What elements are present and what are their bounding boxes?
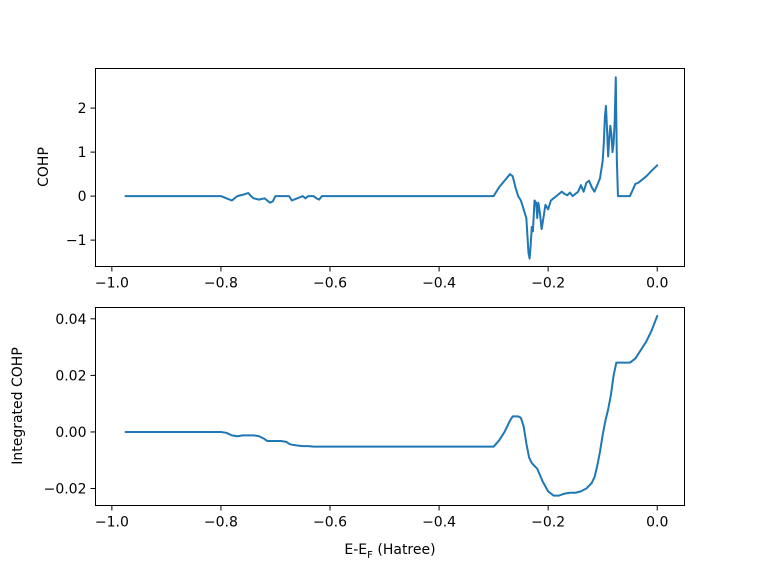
cohp-plot-frame bbox=[95, 68, 685, 267]
cohp-xtick-label: 0.0 bbox=[646, 276, 668, 292]
cohp-xtick-label: −1.0 bbox=[95, 276, 129, 292]
cohp-ytick-label: 2 bbox=[78, 101, 87, 117]
cohp-xtick-group: −1.0 −0.8 −0.6 −0.4 −0.2 0.0 bbox=[95, 266, 668, 292]
integrated-cohp-ylabel: Integrated COHP bbox=[10, 347, 26, 465]
integrated-cohp-xtick-group: −1.0 −0.8 −0.6 −0.4 −0.2 0.0 bbox=[95, 505, 668, 531]
integrated-cohp-xtick-label: 0.0 bbox=[646, 515, 668, 531]
cohp-ytick-label: 0 bbox=[78, 189, 87, 205]
cohp-xtick-label: −0.4 bbox=[422, 276, 456, 292]
energy-xlabel-unit: (Hatree) bbox=[373, 542, 436, 558]
cohp-series-line-0 bbox=[124, 76, 659, 260]
cohp-series-group bbox=[124, 76, 659, 260]
cohp-ytick-label: −1 bbox=[66, 233, 87, 249]
energy-xlabel: E-EF (Hatree) bbox=[344, 542, 435, 561]
integrated-cohp-ytick-label: 0.04 bbox=[55, 312, 86, 328]
cohp-xtick-label: −0.6 bbox=[313, 276, 347, 292]
cohp-xtick-label: −0.2 bbox=[531, 276, 565, 292]
integrated-cohp-series-group bbox=[124, 314, 659, 497]
cohp-ytick-label: 1 bbox=[78, 145, 87, 161]
integrated-cohp-ytick-group: −0.02 0.00 0.02 0.04 bbox=[44, 312, 96, 498]
energy-xlabel-subscript: F bbox=[367, 550, 373, 561]
cohp-ytick-group: −1 0 1 2 bbox=[66, 101, 96, 249]
integrated-cohp-xtick-label: −1.0 bbox=[95, 515, 129, 531]
integrated-cohp-ytick-label: 0.02 bbox=[55, 368, 86, 384]
integrated-cohp-panel: −1.0 −0.8 −0.6 −0.4 −0.2 0.0 −0.02 0.00 0.02 0.0… bbox=[10, 307, 685, 561]
cohp-ylabel: COHP bbox=[36, 147, 52, 187]
energy-xlabel-main: E-E bbox=[344, 542, 367, 558]
integrated-cohp-plot-frame bbox=[95, 307, 685, 506]
integrated-cohp-ytick-label: −0.02 bbox=[44, 482, 87, 498]
integrated-cohp-xtick-label: −0.8 bbox=[204, 515, 238, 531]
cohp-panel: −1.0 −0.8 −0.6 −0.4 −0.2 0.0 −1 0 1 2 COHP bbox=[36, 68, 685, 292]
integrated-cohp-xtick-label: −0.6 bbox=[313, 515, 347, 531]
integrated-cohp-xtick-label: −0.2 bbox=[531, 515, 565, 531]
integrated-cohp-ytick-label: 0.00 bbox=[55, 425, 86, 441]
integrated-cohp-xtick-label: −0.4 bbox=[422, 515, 456, 531]
integrated-cohp-series-line-0 bbox=[124, 314, 659, 497]
cohp-xtick-label: −0.8 bbox=[204, 276, 238, 292]
